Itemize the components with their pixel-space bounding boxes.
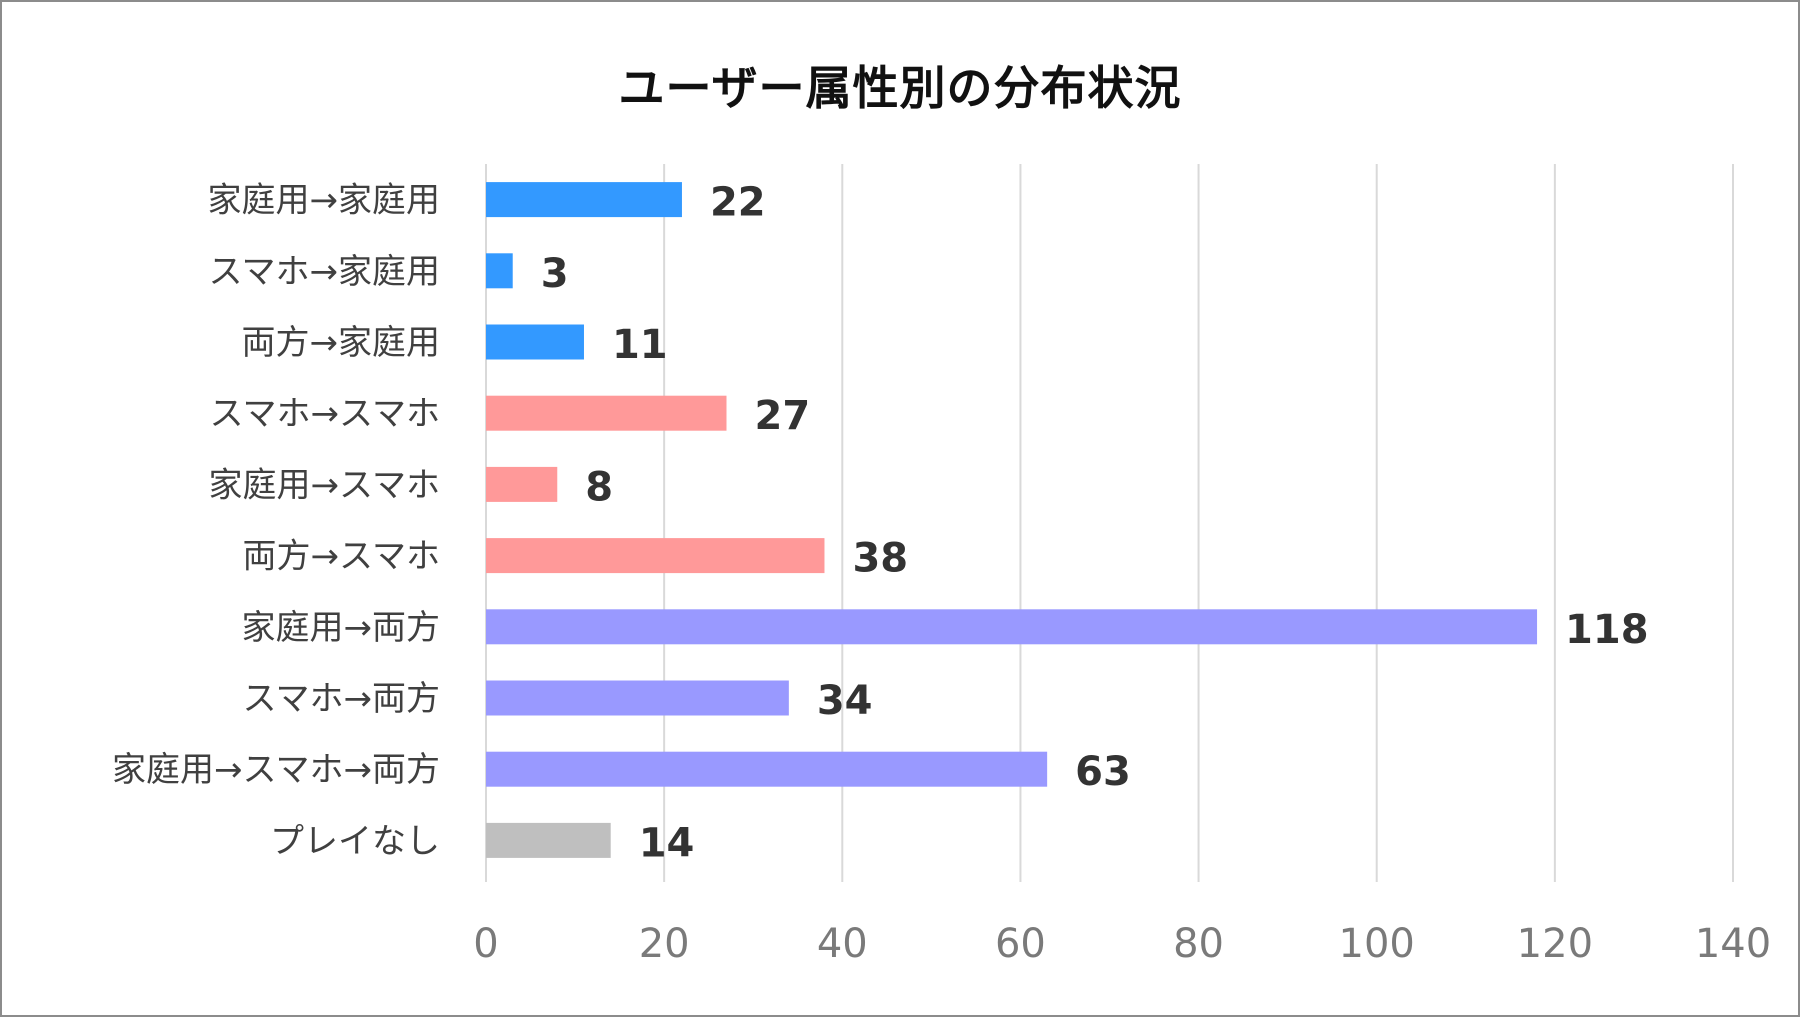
category-label: スマホ→家庭用 (209, 252, 440, 292)
category-label: 家庭用→両方 (242, 608, 441, 648)
category-label: 家庭用→スマホ (209, 465, 440, 505)
bar (486, 395, 727, 431)
bar (486, 253, 513, 289)
x-tick-label: 100 (1339, 921, 1415, 967)
bar (486, 680, 789, 716)
data-label: 22 (710, 180, 766, 226)
category-label: スマホ→両方 (243, 679, 440, 719)
x-tick-label: 40 (817, 921, 868, 967)
category-label: 両方→スマホ (243, 537, 440, 577)
category-label: 家庭用→スマホ→両方 (112, 750, 440, 790)
bar (486, 466, 558, 502)
chart-title: ユーザー属性別の分布状況 (618, 61, 1182, 115)
bar (486, 324, 584, 360)
category-label: スマホ→スマホ (210, 394, 440, 434)
data-label: 27 (754, 393, 810, 439)
category-label: 両方→家庭用 (242, 323, 441, 363)
data-label: 63 (1075, 749, 1131, 795)
bar (486, 822, 611, 858)
data-label: 8 (585, 464, 613, 510)
bar (486, 609, 1538, 645)
data-label: 118 (1565, 607, 1649, 653)
data-label: 34 (817, 678, 873, 724)
bar (486, 538, 825, 574)
bar (486, 182, 682, 218)
bar (486, 751, 1048, 787)
x-tick-label: 0 (473, 921, 498, 967)
x-tick-label: 20 (639, 921, 690, 967)
category-label: プレイなし (270, 821, 440, 861)
data-label: 3 (541, 251, 569, 297)
x-tick-label: 120 (1517, 921, 1593, 967)
data-label: 38 (852, 536, 908, 582)
data-label: 11 (612, 322, 668, 368)
data-label: 14 (639, 820, 695, 866)
x-tick-label: 140 (1695, 921, 1771, 967)
category-label: 家庭用→家庭用 (208, 181, 441, 221)
x-tick-label: 80 (1173, 921, 1224, 967)
x-tick-label: 60 (995, 921, 1046, 967)
